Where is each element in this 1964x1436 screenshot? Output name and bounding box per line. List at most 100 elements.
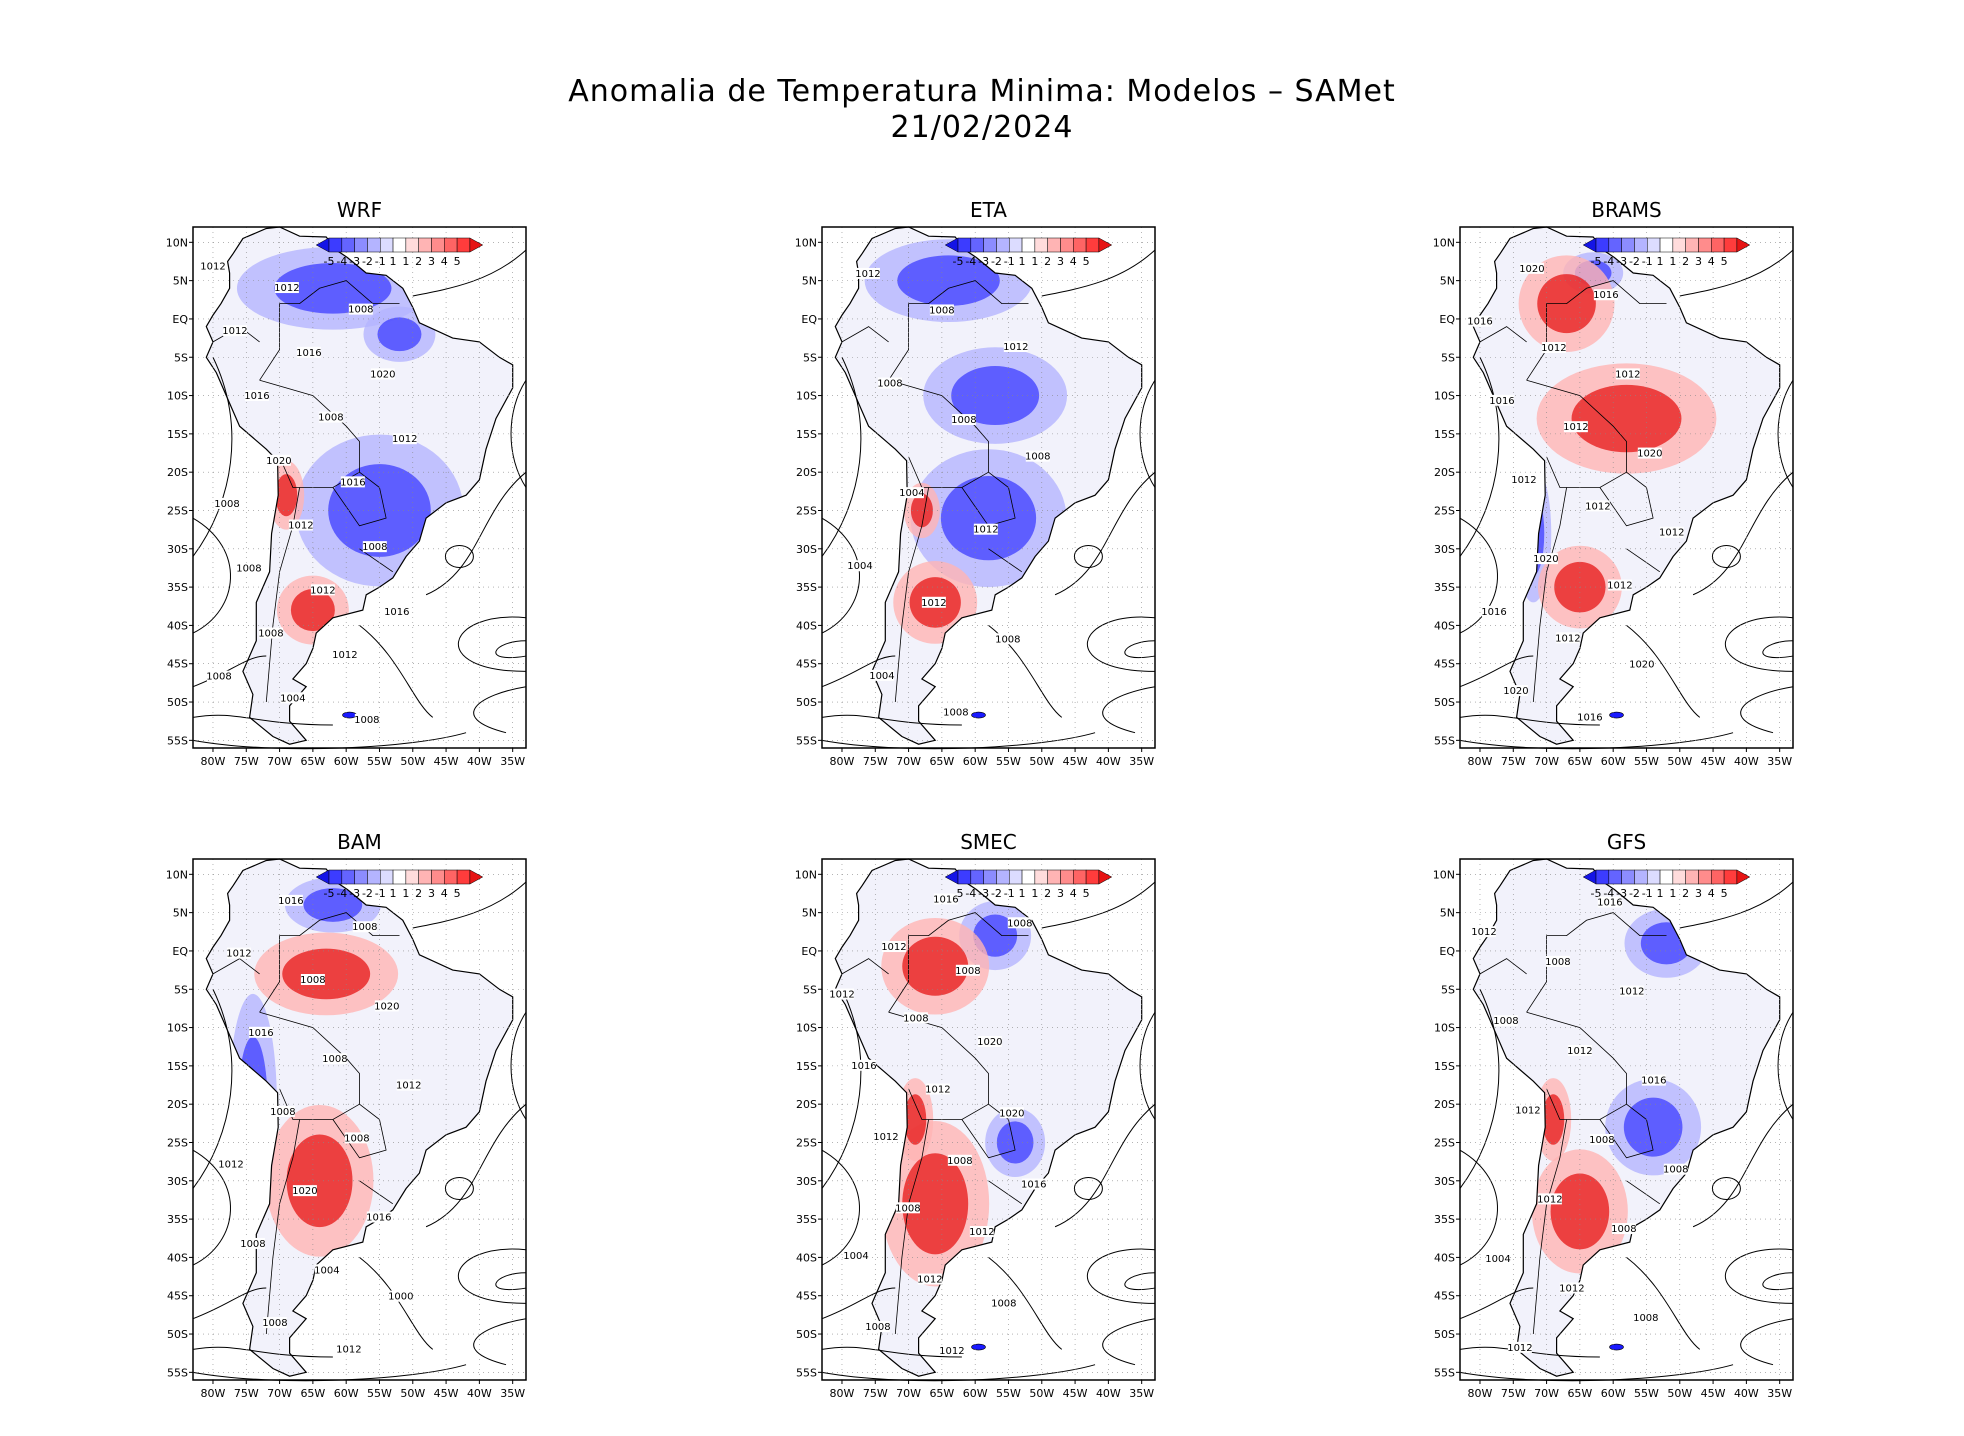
colorbar-label: 3 [1057, 887, 1064, 900]
lat-tick-label: 5N [173, 275, 188, 288]
contour-label: 1012 [288, 521, 313, 532]
colorbar: -5 -4 -3 -2 -1 1 1 2 3 4 5 [944, 869, 1113, 900]
contour-label-bg [843, 1249, 868, 1261]
lon-tick-label: 45W [434, 1387, 459, 1400]
colorbar-swatch [444, 869, 458, 885]
lat-tick-label: 20S [796, 466, 817, 479]
lat-tick-label: 35S [1434, 1213, 1455, 1226]
country-border [265, 1119, 300, 1335]
lon-tick-label: 40W [1734, 755, 1759, 768]
lat-tick-label: 25S [796, 1136, 817, 1149]
warm-anomaly-core [1571, 384, 1682, 453]
colorbar-swatch [1723, 237, 1738, 253]
lon-tick-label: 60W [1601, 1387, 1626, 1400]
contour-label: 1012 [1615, 369, 1640, 380]
colorbar: -5 -4 -3 -2 -1 1 1 2 3 4 5 [1582, 869, 1751, 900]
isobar-closed [1073, 544, 1103, 568]
colorbar-swatch [1621, 237, 1635, 253]
coastline [1472, 226, 1781, 745]
lat-tick-label: 50S [167, 1328, 188, 1341]
lat-tick-label: 45S [796, 1290, 817, 1303]
colorbar-swatch [1723, 869, 1738, 885]
lon-tick-label: 35W [500, 755, 525, 768]
country-border [332, 471, 387, 527]
isobar-line [1041, 881, 1156, 929]
isobar-line [192, 732, 467, 750]
contour-label-bg [1503, 685, 1528, 697]
lat-tick-label: 40S [1434, 619, 1455, 632]
panel-title: BRAMS [1591, 198, 1661, 222]
lat-tick-label: 15S [1434, 428, 1455, 441]
lon-tick-label: 40W [467, 755, 492, 768]
isobar-line [1139, 1011, 1156, 1120]
panel-wrf: 10N 5N EQ 5S 10S 15S 20S 25S 30S 35S 40S 45S 50S 55S 8… [166, 198, 527, 768]
colorbar-swatch [1685, 869, 1699, 885]
contour-label-bg [873, 1131, 898, 1143]
isobar-line [1679, 881, 1794, 929]
contour-label: 1012 [274, 283, 299, 294]
contour-label-bg [1507, 1341, 1532, 1353]
contour-label: 1020 [1503, 686, 1528, 697]
lat-tick-label: 5N [1440, 275, 1455, 288]
anomaly-field [835, 859, 1142, 1377]
lat-tick-label: 40S [796, 1251, 817, 1264]
colorbar-arrow-high [1736, 869, 1751, 885]
contour-label: 1016 [384, 607, 409, 618]
contour-label: 1012 [1559, 1283, 1584, 1294]
colorbar-swatch [354, 869, 368, 885]
colorbar-arrow-high [469, 237, 484, 253]
colorbar-label: -1 [375, 255, 386, 268]
lon-tick-label: 75W [863, 755, 888, 768]
falkland-islands [971, 711, 986, 719]
contour-label-bg [336, 1343, 361, 1355]
contour-label: 1020 [977, 1037, 1002, 1048]
colorbar-label: 5 [1721, 887, 1728, 900]
contour-label-bg [1555, 632, 1580, 644]
contour-label-bg [999, 1107, 1024, 1119]
contour-label: 1012 [917, 1275, 942, 1286]
colorbar-label: -5 [324, 255, 335, 268]
lon-tick-label: 55W [996, 755, 1021, 768]
isobar-line [1459, 989, 1500, 1189]
lat-tick-label: 25S [1434, 1136, 1455, 1149]
colorbar-swatch [431, 237, 445, 253]
figure-date: 21/02/2024 [890, 110, 1074, 145]
colorbar-label: 1 [1669, 887, 1676, 900]
contour-label: 1008 [929, 305, 954, 316]
country-border [894, 487, 929, 703]
colorbar-swatch [456, 869, 471, 885]
colorbar-label: 2 [1044, 887, 1051, 900]
contour-label: 1004 [1485, 1254, 1510, 1265]
lat-tick-label: 20S [167, 466, 188, 479]
contour-label-bg [200, 260, 225, 272]
lon-tick-label: 35W [1129, 1387, 1154, 1400]
isobar-closed [444, 1176, 474, 1200]
lon-tick-label: 65W [1567, 1387, 1592, 1400]
lon-tick-label: 80W [830, 1387, 855, 1400]
contour-label: 1012 [855, 269, 880, 280]
isobar-line [1087, 616, 1156, 672]
lon-tick-label: 70W [1534, 1387, 1559, 1400]
panel-title: GFS [1607, 830, 1646, 854]
colorbar-swatch [1034, 237, 1048, 253]
isobar-line [821, 1346, 962, 1358]
isobar-line [192, 989, 233, 1189]
isobar-line [821, 517, 860, 634]
colorbar-label: 2 [415, 255, 422, 268]
contour-label-bg [218, 1158, 243, 1170]
contour-label: 1008 [991, 1298, 1016, 1309]
colorbar-label: -2 [991, 255, 1002, 268]
contour-label-bg [855, 267, 880, 279]
country-border [988, 548, 1023, 573]
cold-anomaly-core [1623, 1097, 1683, 1157]
lon-tick-label: 60W [963, 1387, 988, 1400]
isobar-line [495, 640, 527, 659]
contour-label-bg [865, 1321, 890, 1333]
isobar-line [192, 1149, 231, 1266]
contour-label-bg [991, 1297, 1016, 1309]
contour-label: 1008 [352, 922, 377, 933]
isobar-line [425, 1103, 527, 1228]
colorbar-swatch [379, 237, 394, 253]
contour-label-bg [1467, 315, 1492, 327]
isobar-line [1102, 686, 1156, 734]
